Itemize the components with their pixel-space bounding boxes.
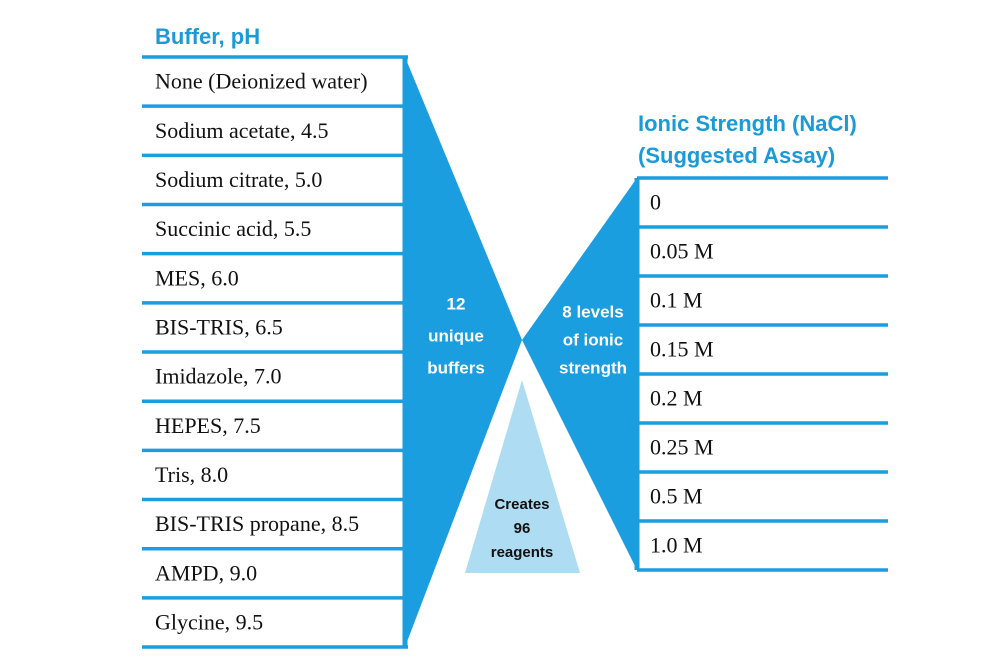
result-triangle [465, 380, 580, 573]
ionic-item: 0 [650, 190, 661, 215]
ionic-label: 8 levels [562, 302, 623, 321]
buffer-label: 12 [447, 294, 466, 313]
ionic-item: 0.15 M [650, 337, 714, 362]
ionic-item: 0.1 M [650, 288, 703, 313]
buffer-item: HEPES, 7.5 [155, 413, 261, 438]
buffer-funnel [405, 57, 522, 647]
buffer-item: BIS-TRIS, 6.5 [155, 314, 283, 339]
buffer-item: Sodium acetate, 4.5 [155, 118, 329, 143]
ionic-label: strength [559, 358, 627, 377]
buffer-title: Buffer, pH [155, 24, 260, 49]
ionic-title: Ionic Strength (NaCl) [638, 111, 857, 136]
buffer-item: Tris, 8.0 [155, 462, 228, 487]
result-label: Creates [494, 496, 549, 513]
ionic-item: 1.0 M [650, 533, 703, 558]
buffer-item: BIS-TRIS propane, 8.5 [155, 511, 359, 536]
ionic-funnel [522, 178, 637, 570]
buffer-item: Imidazole, 7.0 [155, 364, 281, 389]
buffer-item: AMPD, 9.0 [155, 560, 257, 585]
ionic-label: of ionic [563, 330, 623, 349]
buffer-label: buffers [427, 358, 485, 377]
ionic-title: (Suggested Assay) [638, 143, 835, 168]
buffer-item: Succinic acid, 5.5 [155, 216, 311, 241]
result-label: reagents [491, 544, 554, 561]
buffer-item: MES, 6.0 [155, 265, 239, 290]
result-label: 96 [514, 520, 531, 537]
buffer-item: Glycine, 9.5 [155, 610, 263, 635]
ionic-item: 0.5 M [650, 484, 703, 509]
ionic-item: 0.05 M [650, 239, 714, 264]
ionic-item: 0.2 M [650, 386, 703, 411]
buffer-label: unique [428, 326, 484, 345]
ionic-item: 0.25 M [650, 435, 714, 460]
buffer-item: None (Deionized water) [155, 69, 368, 94]
buffer-item: Sodium citrate, 5.0 [155, 167, 322, 192]
